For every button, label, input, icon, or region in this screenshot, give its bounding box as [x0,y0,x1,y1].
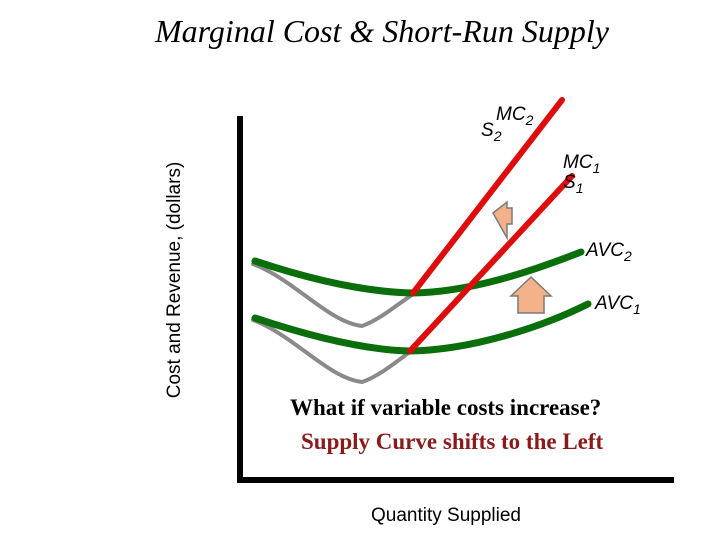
avc1-label: AVC1 [594,293,641,317]
y-axis-label: Cost and Revenue, (dollars) [164,162,185,399]
mc1-label: MC1 [563,152,600,176]
up-shift-arrow-icon [509,275,553,314]
s1-label: S1 [563,172,583,196]
upper-cost-curve-gray [251,262,417,329]
x-axis-label: Quantity Supplied [371,505,521,526]
left-shift-arrow-icon [492,200,513,241]
s2-label: S2 [481,120,502,144]
mc2-label: MC2 [496,104,534,128]
lower-cost-curve-gray [251,318,412,385]
slide-title: Marginal Cost & Short-Run Supply [154,13,610,49]
mc2-supply-curve [410,97,565,296]
axes [237,116,674,483]
question-text: What if variable costs increase? [290,395,601,420]
avc2-label: AVC2 [585,240,632,264]
answer-text: Supply Curve shifts to the Left [301,429,604,454]
mc1-supply-curve [407,173,575,354]
